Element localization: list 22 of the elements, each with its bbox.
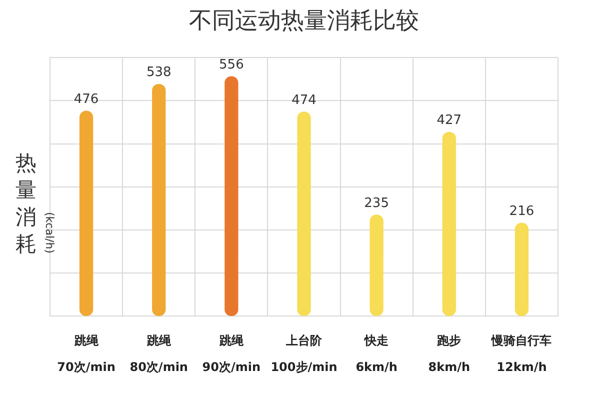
bar xyxy=(370,214,384,316)
bar xyxy=(514,222,529,316)
x-tick-label: 跳绳 70次/min xyxy=(57,334,116,374)
x-tick-label: 慢骑自行车 12km/h xyxy=(490,334,552,374)
x-tick-label: 跳绳 90次/min xyxy=(202,334,261,374)
data-label: 216 xyxy=(509,204,534,219)
x-tick-label: 跑步 8km/h xyxy=(428,334,470,374)
x-tick-label: 快走 6km/h xyxy=(356,334,398,374)
data-label: 538 xyxy=(146,65,172,80)
bar xyxy=(79,110,94,316)
x-tick-label: 跳绳 80次/min xyxy=(130,334,188,374)
data-label: 427 xyxy=(436,113,462,128)
bar xyxy=(442,132,456,316)
bar xyxy=(152,84,166,316)
chart-title: 不同运动热量消耗比较 xyxy=(189,8,419,34)
data-label: 474 xyxy=(292,92,316,108)
bar xyxy=(224,76,238,316)
data-label: 235 xyxy=(364,196,389,211)
data-label: 556 xyxy=(219,57,244,72)
x-tick-label: 上台阶 100步/min xyxy=(270,334,338,374)
bar xyxy=(297,112,311,316)
data-label: 476 xyxy=(74,92,99,107)
